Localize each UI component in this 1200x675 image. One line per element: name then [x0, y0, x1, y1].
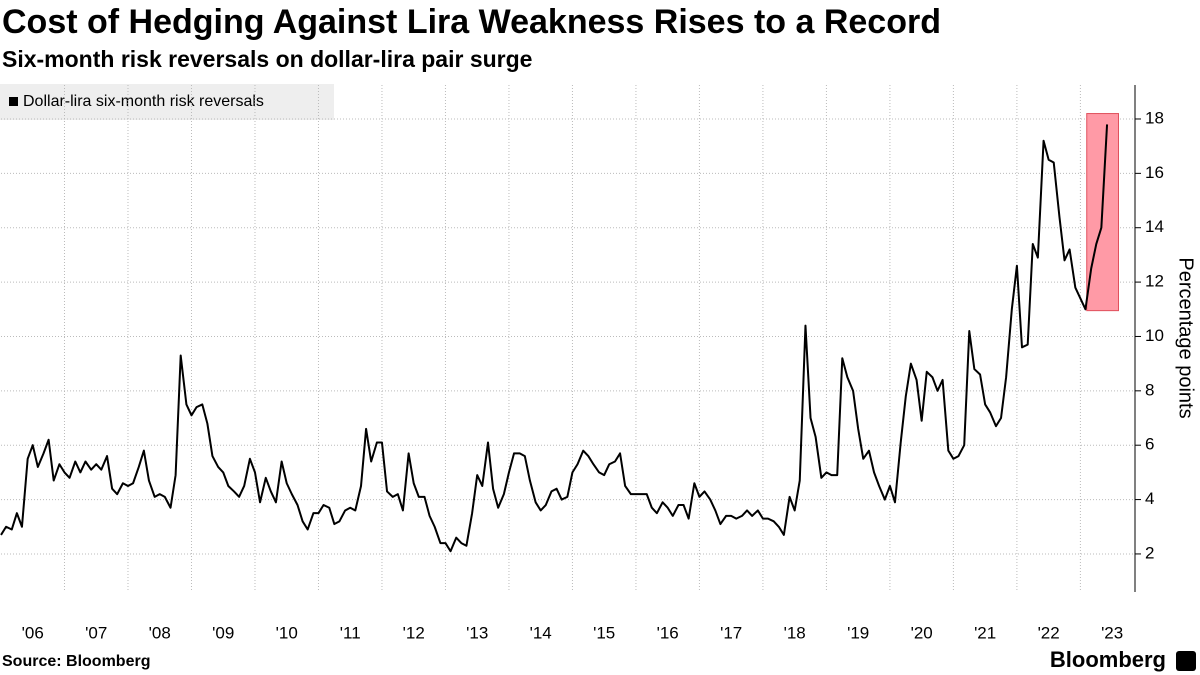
legend-box	[0, 84, 334, 120]
chart-title: Cost of Hedging Against Lira Weakness Ri…	[2, 3, 941, 41]
x-tick-label: '21	[974, 623, 996, 642]
y-tick-label: 10	[1145, 326, 1164, 345]
y-tick-label: 6	[1145, 435, 1154, 454]
y-axis-label: Percentage points	[1175, 257, 1197, 418]
x-tick-label: '15	[593, 623, 615, 642]
x-tick-label: '18	[784, 623, 806, 642]
x-tick-label: '14	[530, 623, 552, 642]
x-tick-label: '17	[720, 623, 742, 642]
x-tick-label: '06	[22, 623, 44, 642]
x-tick-label: '20	[911, 623, 933, 642]
x-tick-label: '19	[847, 623, 869, 642]
line	[0, 124, 1109, 553]
y-tick-label: 4	[1145, 489, 1154, 508]
y-tick-label: 14	[1145, 217, 1164, 236]
x-tick-label: '10	[276, 623, 298, 642]
logo: Bloomberg	[1050, 647, 1166, 672]
legend-label: Dollar-lira six-month risk reversals	[23, 93, 264, 110]
x-tick-label: '16	[657, 623, 679, 642]
y-tick-label: 18	[1145, 108, 1164, 127]
legend-swatch	[9, 97, 18, 106]
x-tick-label: '12	[403, 623, 425, 642]
y-tick-label: 8	[1145, 380, 1154, 399]
source: Source: Bloomberg	[2, 653, 150, 670]
x-tick-label: '11	[340, 623, 361, 642]
x-tick-label: '07	[85, 623, 107, 642]
y-tick-label: 2	[1145, 543, 1154, 562]
x-tick-label: '08	[149, 623, 171, 642]
y-tick-label: 12	[1145, 272, 1164, 291]
x-tick-label: '09	[212, 623, 234, 642]
x-tick-label: '13	[466, 623, 488, 642]
x-tick-label: '23	[1101, 623, 1123, 642]
logo-icon	[1176, 651, 1196, 671]
x-tick-label: '22	[1038, 623, 1060, 642]
chart-subtitle: Six-month risk reversals on dollar-lira …	[2, 46, 532, 72]
y-tick-label: 16	[1145, 163, 1164, 182]
